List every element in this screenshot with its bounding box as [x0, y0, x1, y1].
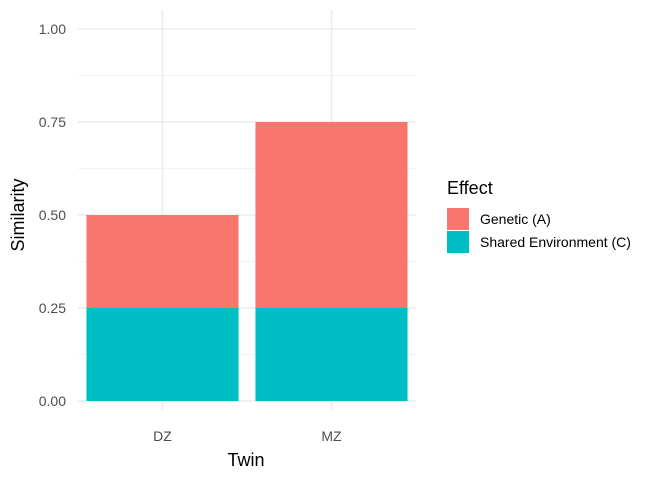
bar-segment: [86, 308, 239, 401]
x-axis-title: Twin: [227, 450, 264, 470]
legend: Effect Genetic (A) Shared Environment (C): [447, 178, 631, 253]
y-tick-label: 0.50: [39, 207, 66, 223]
y-tick-label: 0.00: [39, 393, 66, 409]
x-tick-label: DZ: [153, 428, 172, 444]
legend-label: Shared Environment (C): [480, 234, 631, 250]
x-tick-labels: DZ MZ: [153, 428, 342, 444]
y-tick-label: 1.00: [39, 21, 66, 37]
y-tick-labels: 0.00 0.25 0.50 0.75 1.00: [39, 21, 66, 409]
y-tick-label: 0.25: [39, 300, 66, 316]
bars: [86, 122, 408, 401]
legend-swatch: [447, 231, 469, 253]
legend-swatch: [447, 208, 469, 230]
y-tick-label: 0.75: [39, 114, 66, 130]
bar-segment: [255, 308, 408, 401]
y-axis-title: Similarity: [8, 178, 28, 251]
x-tick-label: MZ: [321, 428, 342, 444]
legend-label: Genetic (A): [480, 211, 551, 227]
legend-title: Effect: [447, 178, 493, 198]
bar-segment: [86, 215, 239, 308]
bar-segment: [255, 122, 408, 308]
